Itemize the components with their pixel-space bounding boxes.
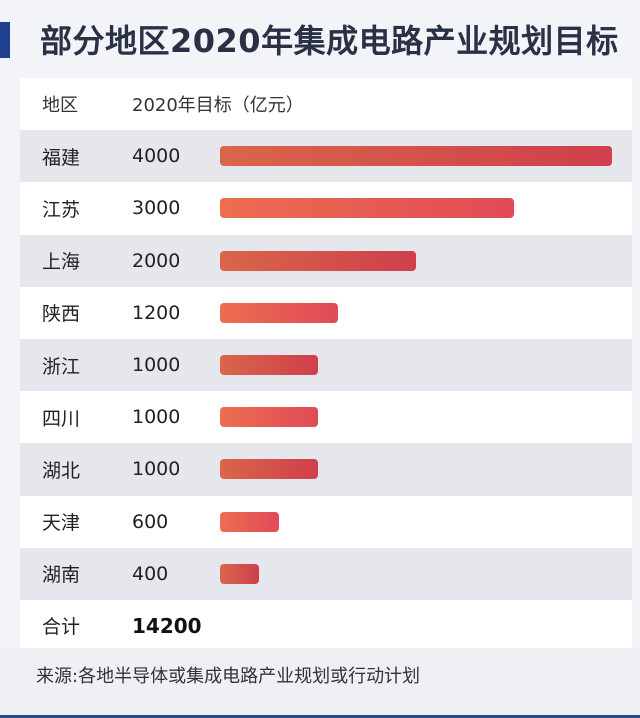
region-label: 上海 (42, 251, 81, 274)
table-row: 江苏 3000 (20, 182, 632, 235)
region-label: 浙江 (42, 355, 81, 378)
bar-上海 (220, 250, 416, 271)
value-label: 600 (132, 510, 169, 533)
title-bar: 部分地区2020年集成电路产业规划目标 (0, 0, 640, 80)
table-row: 陕西 1200 (20, 286, 632, 339)
bar-江苏 (220, 198, 514, 219)
table-row: 上海 2000 (20, 234, 632, 287)
value-label: 4000 (132, 145, 181, 168)
value-label: 400 (132, 562, 169, 585)
source-note: 来源:各地半导体或集成电路产业规划或行动计划 (36, 666, 421, 687)
table-row: 浙江 1000 (20, 338, 632, 392)
value-label: 1000 (132, 458, 181, 481)
footer: 来源:各地半导体或集成电路产业规划或行动计划 (0, 648, 640, 718)
header-target-label: 2020年目标（亿元） (132, 95, 304, 117)
table-row: 湖北 1000 (20, 443, 632, 496)
title-accent-stripe (0, 22, 10, 58)
table-row: 湖南 400 (20, 547, 632, 600)
bar-陕西 (220, 302, 338, 323)
data-rows: 福建 4000 江苏 3000 上海 2000 陕西 1200 浙江 1000 四川 1000 湖北 10… (20, 130, 632, 600)
total-label: 合计 (42, 616, 81, 639)
table-row: 四川 1000 (20, 391, 632, 444)
total-row: 合计 14200 (20, 599, 632, 653)
bottom-accent-line (0, 715, 640, 718)
bar-四川 (220, 407, 318, 428)
total-value: 14200 (132, 613, 202, 638)
region-label: 湖北 (42, 459, 81, 482)
data-table: 地区 2020年目标（亿元） 福建 4000 江苏 3000 上海 2000 陕西 1200 浙… (20, 78, 632, 653)
region-label: 四川 (42, 407, 81, 430)
value-label: 2000 (132, 249, 181, 272)
table-header-row: 地区 2020年目标（亿元） (20, 78, 632, 131)
table-row: 天津 600 (20, 495, 632, 548)
value-label: 1000 (132, 354, 181, 377)
header-region-label: 地区 (42, 95, 78, 117)
bar-天津 (220, 511, 279, 532)
table-row: 福建 4000 (20, 130, 632, 183)
bar-湖南 (220, 563, 259, 584)
region-label: 天津 (42, 512, 81, 535)
bar-浙江 (220, 354, 318, 375)
region-label: 江苏 (42, 198, 81, 221)
chart-title: 部分地区2020年集成电路产业规划目标 (40, 22, 619, 60)
region-label: 湖南 (42, 564, 81, 587)
value-label: 1200 (132, 301, 181, 324)
region-label: 福建 (42, 146, 81, 169)
bar-福建 (220, 146, 612, 167)
bar-湖北 (220, 459, 318, 480)
value-label: 1000 (132, 406, 181, 429)
value-label: 3000 (132, 197, 181, 220)
region-label: 陕西 (42, 303, 81, 326)
